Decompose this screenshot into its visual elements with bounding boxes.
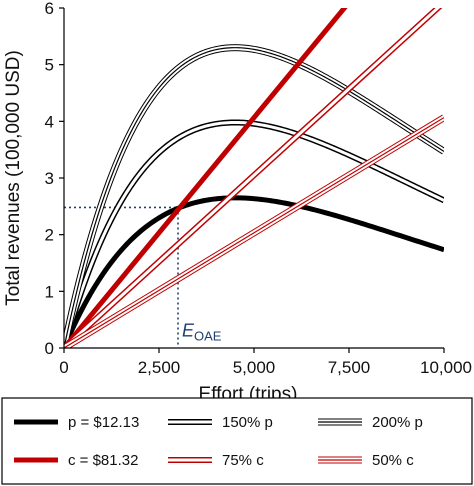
- series-stroke-5-2: [64, 117, 444, 348]
- series-line-0: [64, 195, 444, 348]
- series-stroke-4-1: [64, 8, 441, 348]
- series-stroke-3-0: [64, 8, 348, 348]
- legend-item-3: c = $81.32: [14, 452, 138, 469]
- y-tick-label-0: 0: [45, 339, 54, 358]
- series-line-2: [64, 44, 444, 348]
- legend-label-3: c = $81.32: [68, 452, 138, 469]
- legend-item-5: 50% c: [318, 452, 414, 469]
- legend-label-4: 75% c: [222, 452, 264, 469]
- legend: p = $12.13 150% p 200% p c = $81.32 75% c 50%…: [1, 397, 473, 485]
- series-stroke-0-0: [64, 195, 444, 348]
- legend-item-1: 150% p: [168, 414, 273, 431]
- plot-layer: [64, 8, 444, 348]
- series-stroke-1-1: [64, 120, 444, 348]
- annotation-label-sub: OAE: [194, 329, 222, 344]
- legend-label-0: p = $12.13: [68, 414, 139, 431]
- legend-label-2: 200% p: [372, 414, 423, 431]
- x-tick-label-4: 10,000: [420, 358, 472, 377]
- legend-item-4: 75% c: [168, 452, 264, 469]
- y-tick-label-3: 3: [45, 169, 54, 188]
- series-stroke-2-2: [64, 47, 444, 348]
- y-tick-label-1: 1: [45, 282, 54, 301]
- x-tick-label-2: 5,000: [233, 358, 276, 377]
- series-line-4: [64, 8, 443, 348]
- legend-item-0: p = $12.13: [14, 414, 139, 431]
- legend-label-5: 50% c: [372, 452, 414, 469]
- series-line-1: [64, 119, 444, 348]
- y-tick-label-4: 4: [45, 112, 54, 131]
- x-tick-label-3: 7,500: [328, 358, 371, 377]
- y-tick-label-5: 5: [45, 56, 54, 75]
- x-tick-label-1: 2,500: [138, 358, 181, 377]
- y-tick-label-6: 6: [45, 0, 54, 18]
- y-tick-label-2: 2: [45, 226, 54, 245]
- series-line-3: [64, 8, 348, 348]
- legend-box: [1, 397, 473, 485]
- y-axis-title: Total revenues (100,000 USD): [3, 50, 24, 306]
- annotation-label: EOAE: [182, 321, 222, 344]
- legend-label-1: 150% p: [222, 414, 273, 431]
- legend-item-2: 200% p: [318, 414, 423, 431]
- annotation-label-main: E: [182, 321, 195, 341]
- x-tick-label-0: 0: [59, 358, 68, 377]
- series-line-5: [64, 114, 444, 348]
